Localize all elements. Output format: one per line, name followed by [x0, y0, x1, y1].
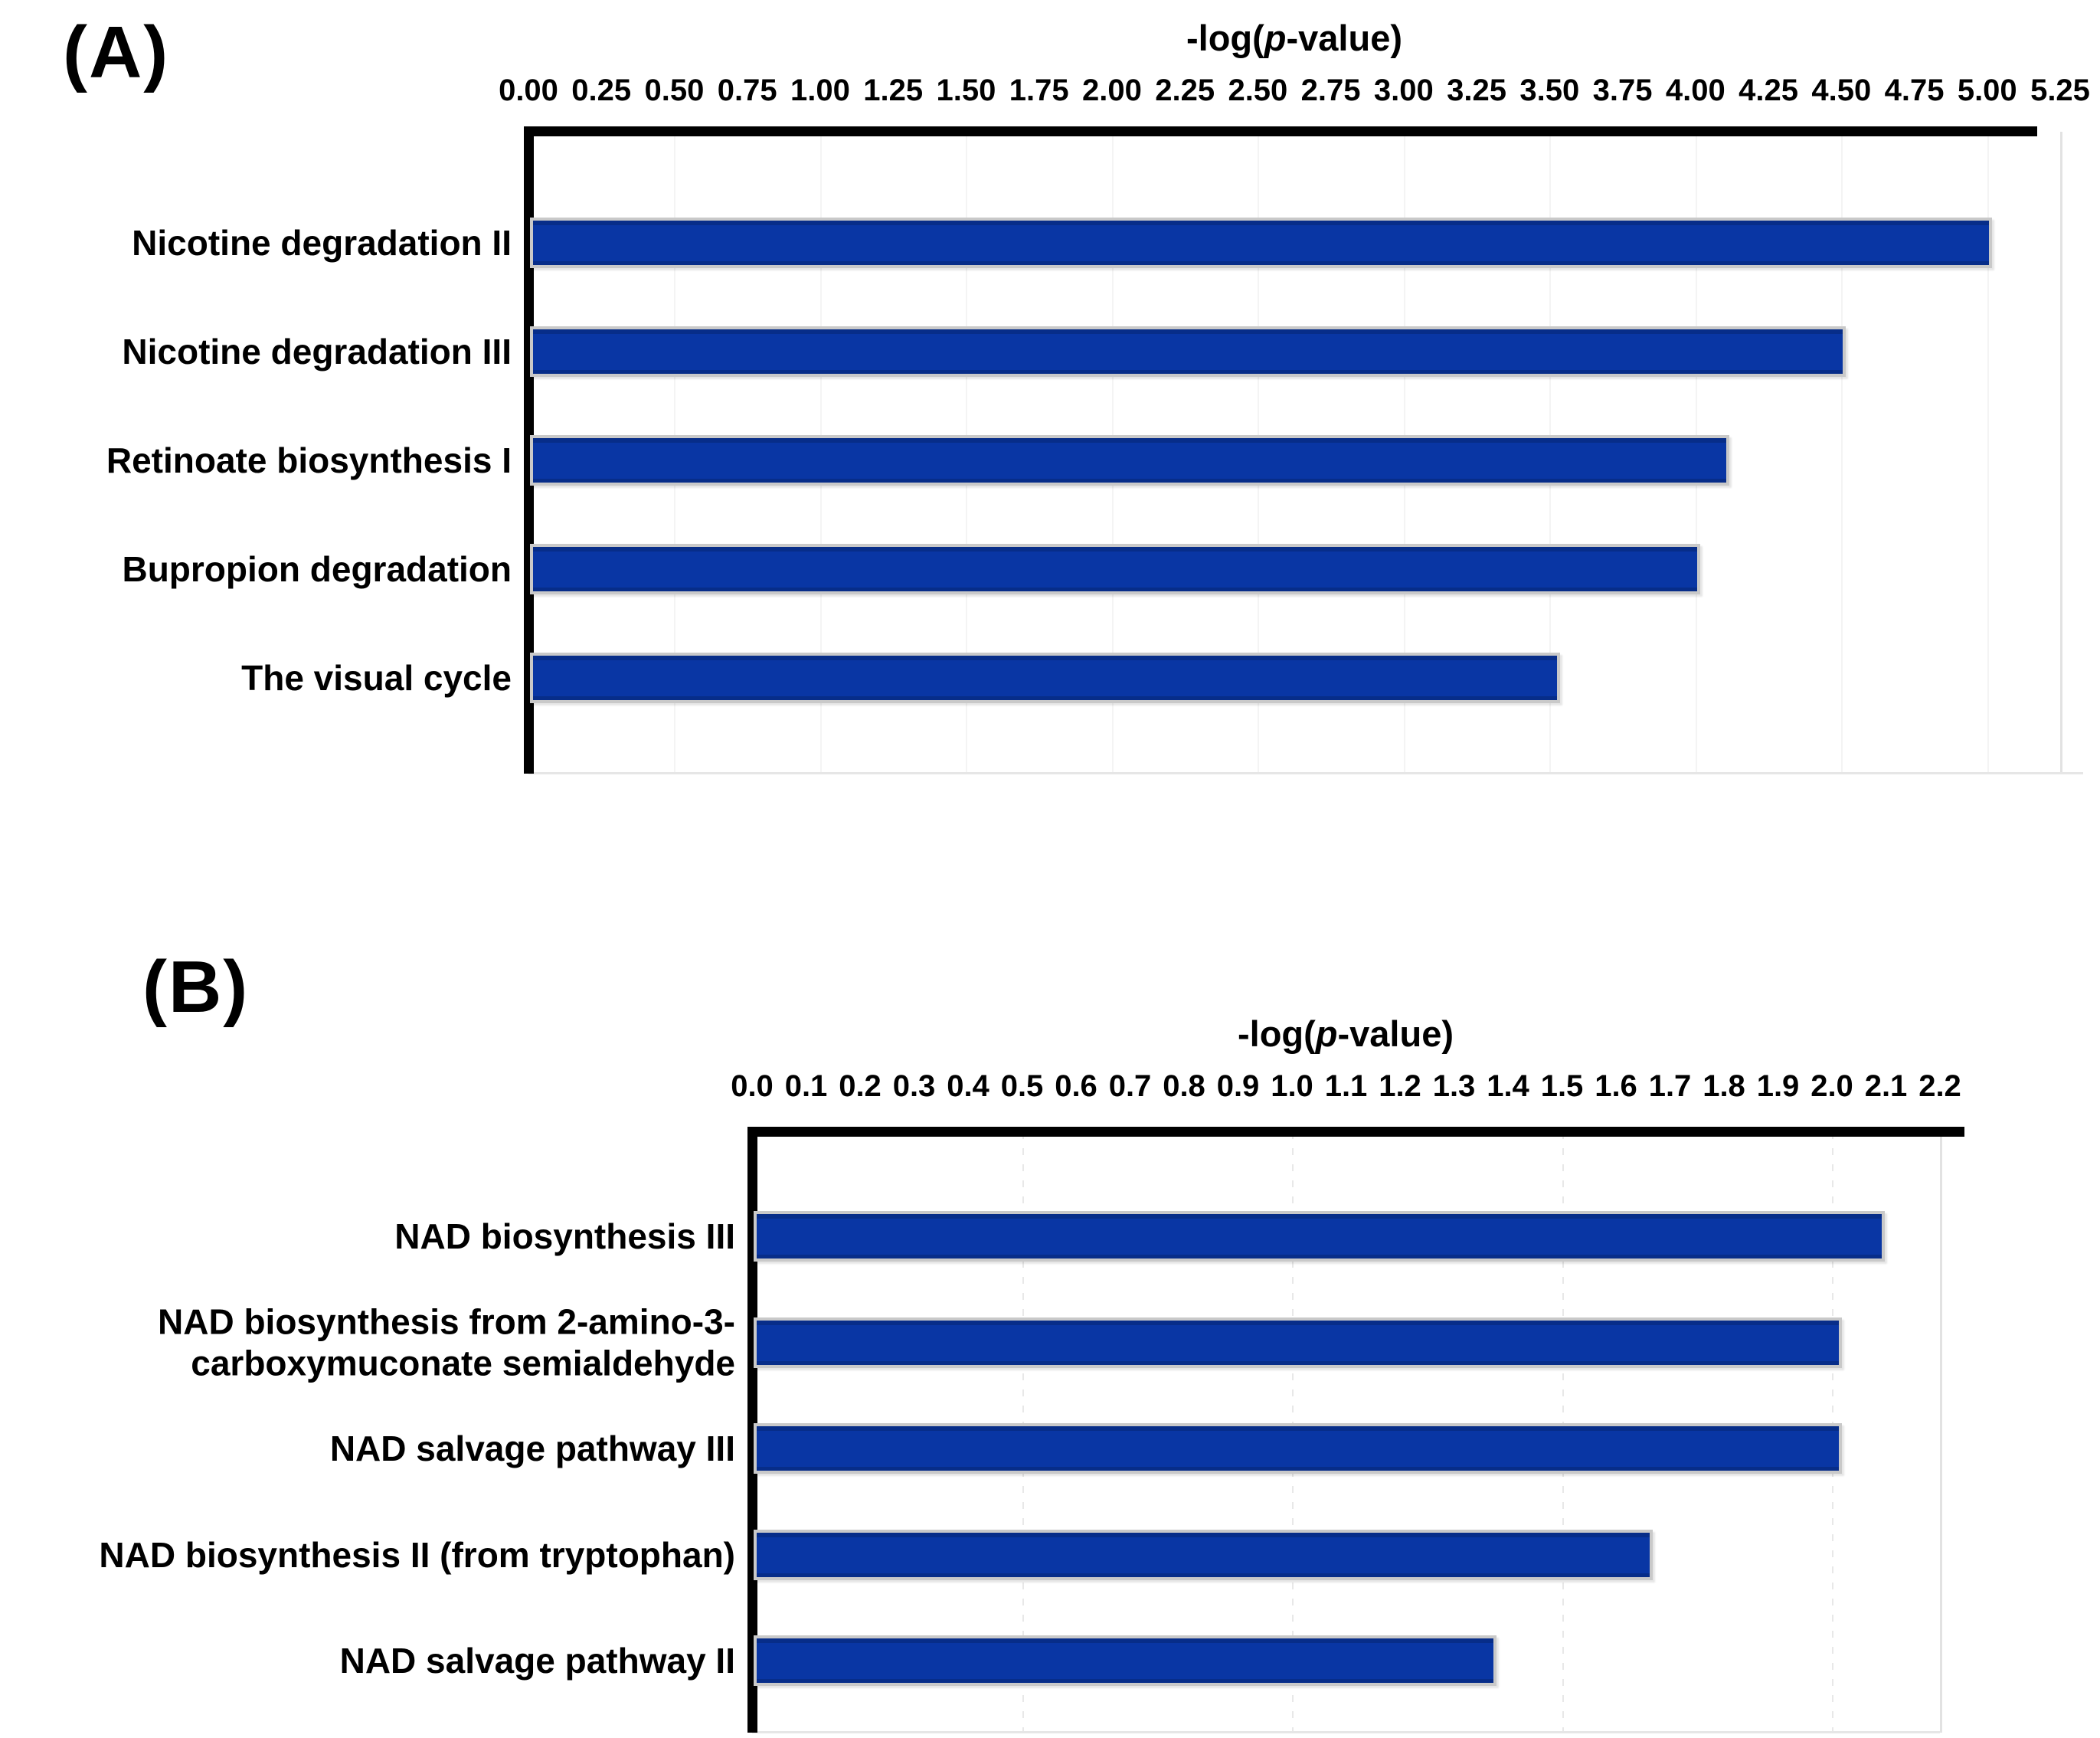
- x-tick-label: 1.4: [1487, 1069, 1529, 1103]
- x-tick-label: 1.75: [1009, 74, 1069, 107]
- axis-title-p-italic: p: [1315, 1013, 1338, 1054]
- x-tick-label: 4.75: [1884, 74, 1945, 107]
- bar-nad-biosynthesis-ii-from-tryptophan: [754, 1530, 1654, 1580]
- bar-nad-biosynthesis-from-2-amino-3: [754, 1317, 1843, 1368]
- x-tick-label: 0.3: [892, 1069, 936, 1103]
- category-label: NAD biosynthesis from 2-amino-3- carboxym…: [158, 1301, 735, 1383]
- x-tick-label: 3.50: [1519, 74, 1580, 107]
- x-tick-label: 1.7: [1648, 1069, 1692, 1103]
- x-tick-label: 0.9: [1216, 1069, 1260, 1103]
- x-tick-label: 2.2: [1918, 1069, 1961, 1103]
- x-tick-label: 0.50: [644, 74, 705, 107]
- x-tick-label: 3.25: [1447, 74, 1507, 107]
- axis-title-p-italic: p: [1264, 18, 1287, 58]
- plot-area-right-border: [1940, 1132, 1942, 1733]
- x-tick-label: 4.00: [1665, 74, 1725, 107]
- panel-b-label: (B): [142, 946, 250, 1028]
- x-tick-label: 4.50: [1811, 74, 1872, 107]
- gridline-vertical: [1841, 132, 1843, 774]
- x-tick-label: 1.00: [790, 74, 850, 107]
- x-tick-label: 2.1: [1864, 1069, 1908, 1103]
- bar-bupropion-degradation: [530, 544, 1700, 594]
- plot-area-bottom-border: [752, 1731, 1940, 1733]
- bar-nicotine-degradation-ii: [530, 218, 1992, 268]
- axis-title-suffix: -value): [1286, 18, 1403, 58]
- x-tick-label: 0.75: [717, 74, 777, 107]
- x-axis-line: [524, 126, 2037, 136]
- axis-title-prefix: -log(: [1238, 1013, 1316, 1054]
- panel-a-label: (A): [63, 11, 170, 93]
- x-tick-label: 1.8: [1703, 1069, 1745, 1103]
- x-tick-label: 0.4: [947, 1069, 989, 1103]
- x-tick-label: 0.2: [839, 1069, 882, 1103]
- axis-title-suffix: -value): [1337, 1013, 1454, 1054]
- y-axis-line: [524, 126, 534, 774]
- x-tick-label: 1.0: [1271, 1069, 1313, 1103]
- plot-area-bottom-border: [528, 772, 2083, 774]
- bar-nad-salvage-pathway-ii: [754, 1635, 1496, 1686]
- bar-nicotine-degradation-iii: [530, 326, 1846, 377]
- x-tick-label: 0.5: [1000, 1069, 1044, 1103]
- bar-nad-salvage-pathway-iii: [754, 1423, 1843, 1474]
- x-tick-label: 2.25: [1155, 74, 1215, 107]
- category-label: Bupropion degradation: [122, 548, 512, 589]
- category-label: The visual cycle: [241, 657, 512, 698]
- x-tick-label: 2.0: [1811, 1069, 1853, 1103]
- x-tick-label: 0.7: [1108, 1069, 1152, 1103]
- y-axis-line: [747, 1127, 757, 1733]
- x-tick-label: 1.6: [1595, 1069, 1637, 1103]
- category-label: NAD salvage pathway III: [329, 1428, 735, 1468]
- category-label: NAD biosynthesis II (from tryptophan): [99, 1534, 735, 1575]
- x-tick-label: 2.00: [1081, 74, 1142, 107]
- x-tick-label: 1.5: [1540, 1069, 1584, 1103]
- x-tick-label: 3.75: [1592, 74, 1653, 107]
- category-label: Nicotine degradation II: [132, 222, 512, 263]
- x-tick-label: 4.25: [1739, 74, 1798, 107]
- chart-a-axis-title: -log(p-value): [1186, 17, 1402, 59]
- x-tick-label: 1.50: [936, 74, 996, 107]
- category-label: NAD biosynthesis III: [394, 1216, 735, 1256]
- x-tick-label: 3.00: [1373, 74, 1434, 107]
- x-tick-label: 1.1: [1324, 1069, 1368, 1103]
- chart-b-axis-title: -log(p-value): [1238, 1013, 1454, 1055]
- x-tick-label: 1.2: [1379, 1069, 1421, 1103]
- x-tick-label: 1.9: [1756, 1069, 1800, 1103]
- category-label: NAD salvage pathway II: [339, 1640, 735, 1681]
- gridline-vertical: [1987, 132, 1989, 774]
- bar-nad-biosynthesis-iii: [754, 1211, 1886, 1262]
- x-tick-label: 1.3: [1432, 1069, 1476, 1103]
- bar-retinoate-biosynthesis-i: [530, 435, 1729, 486]
- axis-title-prefix: -log(: [1186, 18, 1264, 58]
- x-tick-label: 2.75: [1300, 74, 1361, 107]
- x-tick-label: 5.25: [2030, 74, 2090, 107]
- x-axis-line: [747, 1127, 1964, 1137]
- x-tick-label: 0.1: [784, 1069, 828, 1103]
- x-tick-label: 5.00: [1957, 74, 2017, 107]
- x-tick-label: 0.25: [571, 74, 632, 107]
- plot-area-right-border: [2060, 132, 2062, 774]
- x-tick-label: 1.25: [863, 74, 924, 107]
- x-tick-label: 0.6: [1055, 1069, 1097, 1103]
- bar-the-visual-cycle: [530, 653, 1560, 703]
- x-tick-label: 0.00: [499, 74, 558, 107]
- category-label: Nicotine degradation III: [122, 331, 512, 371]
- x-tick-label: 2.50: [1228, 74, 1288, 107]
- x-tick-label: 0.0: [731, 1069, 774, 1103]
- category-label: Retinoate biosynthesis I: [106, 440, 512, 480]
- x-tick-label: 0.8: [1163, 1069, 1205, 1103]
